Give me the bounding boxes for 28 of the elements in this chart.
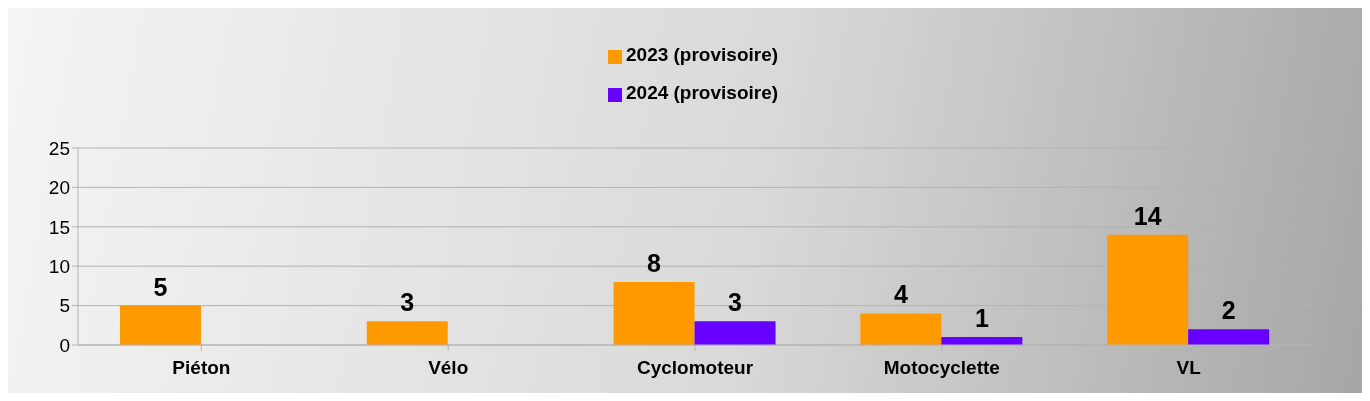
- bar: [1188, 329, 1270, 345]
- x-tick-label: VL: [1176, 357, 1202, 379]
- data-label: 3: [400, 288, 415, 317]
- bar: [860, 313, 942, 345]
- data-label: 2: [1221, 296, 1236, 325]
- x-tick-label: Cyclomoteur: [636, 357, 754, 379]
- data-label: 5: [153, 272, 168, 301]
- legend-label: 2024 (provisoire): [626, 82, 779, 103]
- bar: [119, 305, 201, 345]
- y-tick-label: 5: [59, 295, 70, 317]
- data-label: 4: [893, 280, 908, 309]
- x-tick-label: Motocyclette: [883, 357, 1000, 379]
- bar: [1107, 234, 1189, 345]
- data-label: 1: [974, 304, 989, 333]
- x-tick-label: Piéton: [172, 357, 231, 379]
- bar: [694, 321, 776, 345]
- y-tick-label: 15: [48, 216, 70, 238]
- x-tick-label: Vélo: [428, 357, 469, 379]
- bar: [366, 321, 448, 345]
- y-tick-label: 25: [48, 137, 70, 159]
- y-tick-label: 20: [48, 177, 70, 199]
- legend-label: 2023 (provisoire): [626, 44, 779, 65]
- y-tick-label: 10: [48, 255, 70, 277]
- data-label: 8: [647, 248, 662, 277]
- data-label: 3: [728, 288, 743, 317]
- bar: [613, 281, 695, 345]
- y-tick-label: 0: [59, 334, 70, 356]
- data-label: 14: [1133, 201, 1162, 230]
